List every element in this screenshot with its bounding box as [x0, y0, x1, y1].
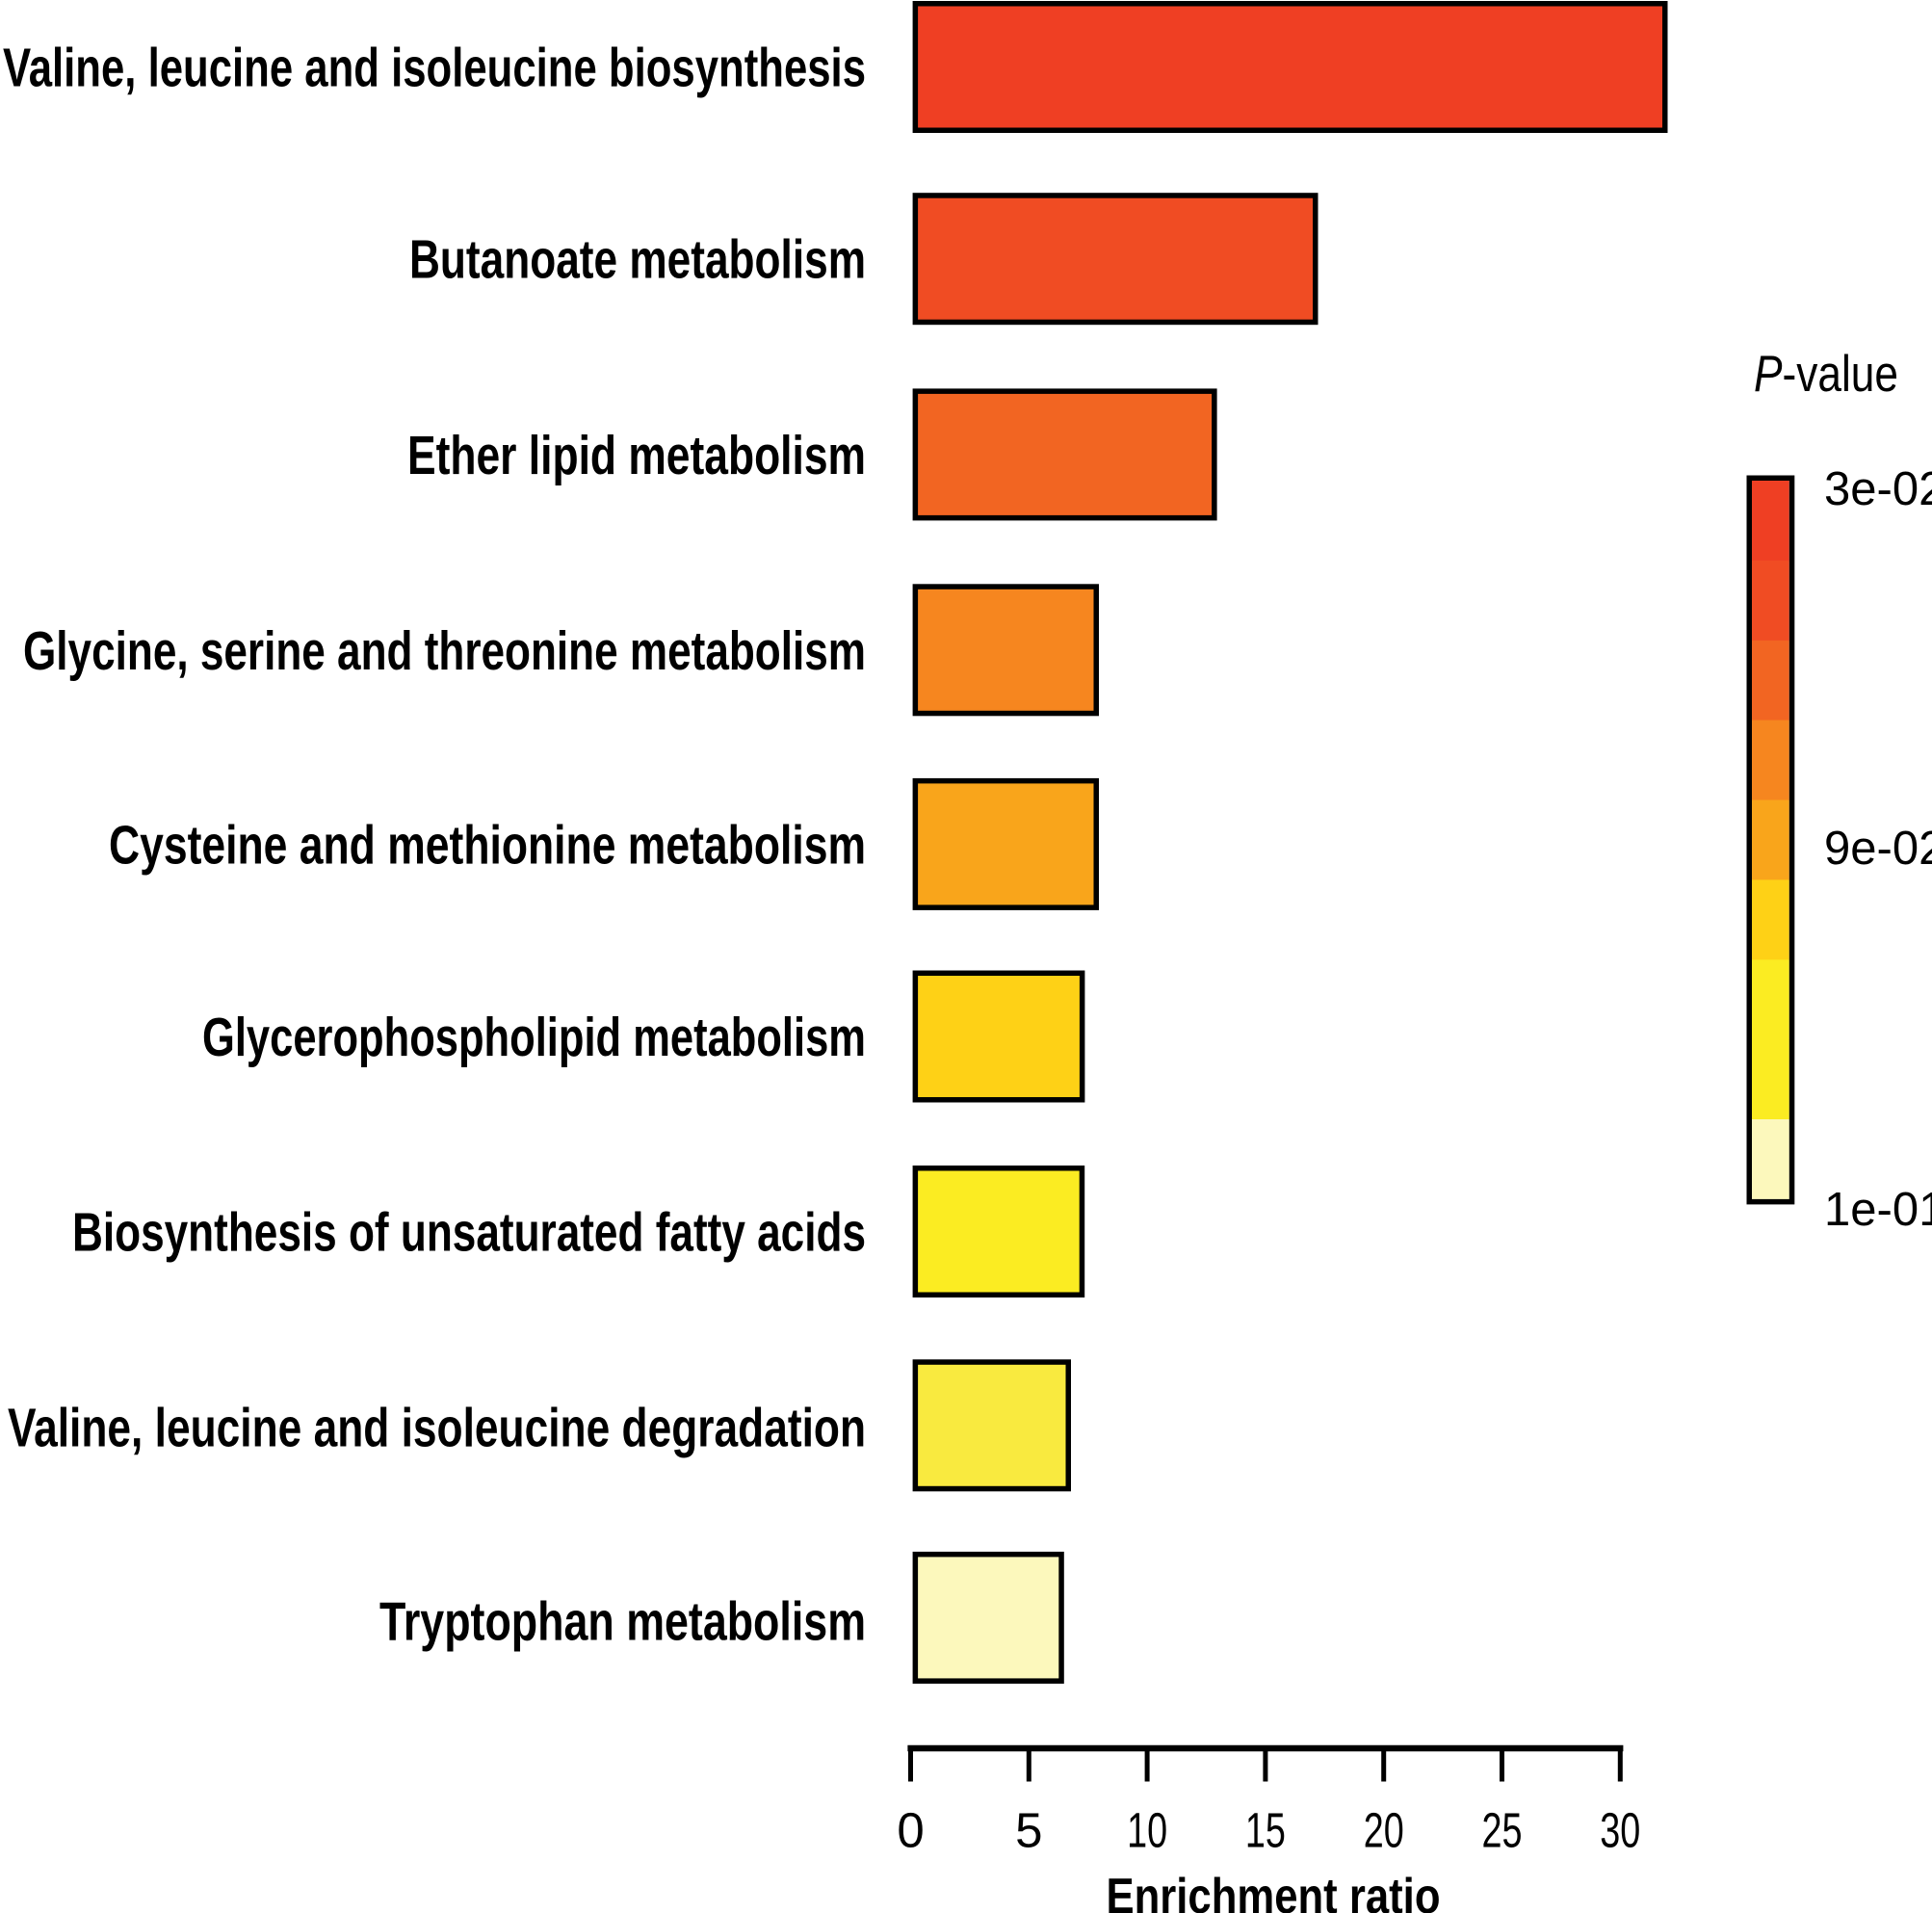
svg-text:20: 20	[1364, 1803, 1404, 1858]
svg-text:Valine, leucine and isoleucine: Valine, leucine and isoleucine biosynthe…	[3, 38, 866, 99]
svg-text:15: 15	[1245, 1803, 1286, 1858]
svg-text:Glycine, serine and threonine: Glycine, serine and threonine metabolism	[23, 620, 866, 682]
svg-text:0: 0	[897, 1803, 924, 1858]
svg-text:25: 25	[1482, 1803, 1523, 1858]
svg-text:Tryptophan metabolism: Tryptophan metabolism	[379, 1591, 866, 1653]
svg-text:10: 10	[1127, 1803, 1167, 1858]
svg-text:Glycerophospholipid metabolism: Glycerophospholipid metabolism	[202, 1007, 866, 1068]
svg-text:3e-02: 3e-02	[1824, 463, 1932, 515]
svg-text:Cysteine and methionine metabo: Cysteine and methionine metabolism	[109, 814, 866, 876]
svg-text:Ether lipid metabolism: Ether lipid metabolism	[407, 425, 866, 486]
svg-text:Biosynthesis of unsaturated fa: Biosynthesis of unsaturated fatty acids	[72, 1202, 866, 1264]
svg-text:5: 5	[1015, 1803, 1042, 1858]
svg-text:Butanoate metabolism: Butanoate metabolism	[409, 229, 866, 291]
svg-text:P-value: P-value	[1754, 346, 1898, 403]
svg-text:Enrichment ratio: Enrichment ratio	[1107, 1869, 1441, 1913]
svg-text:30: 30	[1600, 1803, 1640, 1858]
svg-text:9e-02: 9e-02	[1824, 823, 1932, 875]
svg-text:1e-01: 1e-01	[1824, 1184, 1932, 1236]
svg-text:Valine, leucine and isoleucine: Valine, leucine and isoleucine degradati…	[8, 1398, 866, 1459]
